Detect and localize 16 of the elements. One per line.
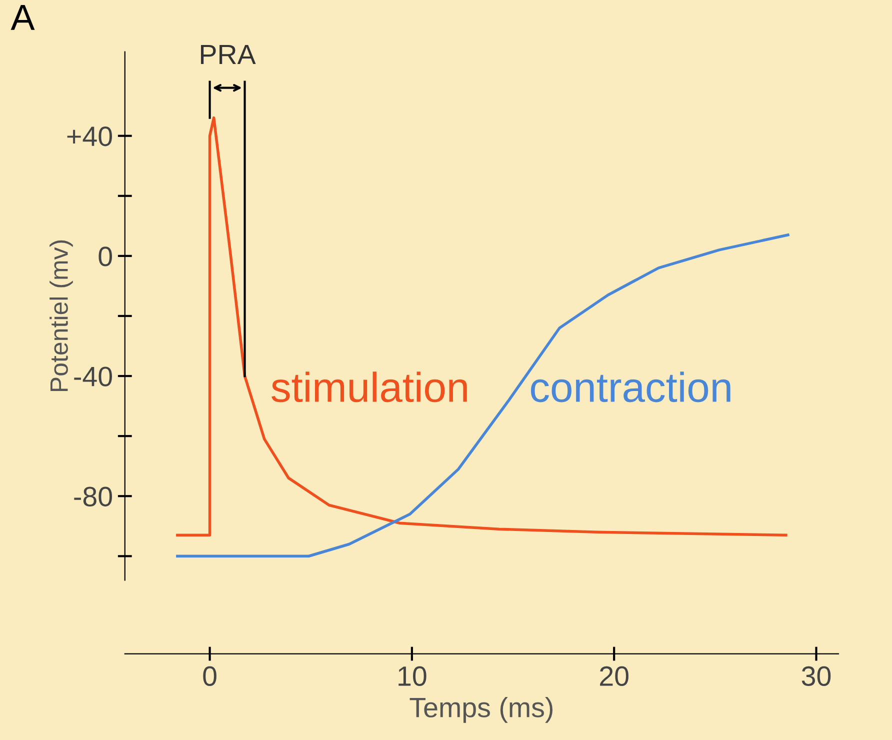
y-axis-title: Potentiel (mv) (50, 240, 73, 392)
x-tick-label: 20 (600, 666, 628, 686)
x-tick-label: 0 (203, 666, 216, 686)
x-tick-label: 30 (802, 666, 831, 686)
ref-line-label: PRA (200, 44, 256, 64)
series-label: contraction (530, 372, 730, 402)
y-tick-label: 0 (98, 246, 112, 266)
x-axis-title: Temps (ms) (410, 697, 552, 723)
line-series (176, 234, 790, 558)
y-tick-label: -40 (74, 366, 112, 386)
line-series (176, 116, 788, 537)
series-label: stimulation (272, 372, 467, 402)
x-tick-label: 10 (398, 666, 426, 686)
y-tick-label: +40 (67, 126, 112, 146)
y-tick-label: -80 (74, 486, 112, 506)
text: A (10, 5, 35, 30)
